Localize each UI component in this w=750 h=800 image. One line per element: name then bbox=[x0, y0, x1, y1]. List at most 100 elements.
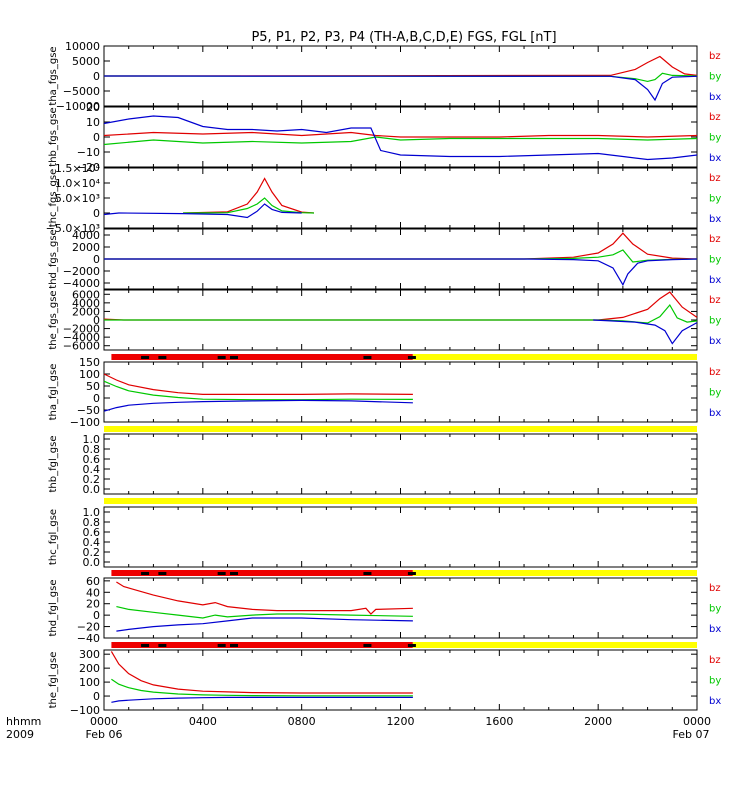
series-bz bbox=[116, 581, 413, 615]
y-tick-label: 0 bbox=[93, 609, 100, 622]
legend-bx: bx bbox=[709, 214, 721, 225]
y-tick-label: −10000 bbox=[56, 100, 100, 113]
status-bar-gap bbox=[407, 356, 416, 359]
y-axis-label: thd_fgl_gse bbox=[48, 580, 59, 637]
series-by bbox=[183, 197, 315, 214]
y-axis-label: tha_fgs_gse bbox=[48, 46, 59, 105]
x-tick-label: 0000 bbox=[90, 715, 118, 728]
panel-thc_fgl_gse: 1.00.80.60.40.20.0 thc_fgl_gse bbox=[48, 498, 698, 569]
date-label-start: Feb 06 bbox=[86, 728, 123, 741]
date-label-end: Feb 07 bbox=[673, 728, 710, 741]
legend-by: by bbox=[709, 388, 721, 399]
series-bx bbox=[103, 115, 698, 161]
legend-bx: bx bbox=[709, 92, 721, 103]
legend-bz: bz bbox=[709, 234, 721, 245]
y-tick-label: 0.0 bbox=[83, 556, 101, 569]
legend-bz: bz bbox=[709, 655, 721, 666]
legend-bx: bx bbox=[709, 275, 721, 286]
series-bz bbox=[183, 177, 315, 214]
y-tick-label: 100 bbox=[79, 676, 100, 689]
y-tick-label: 4000 bbox=[72, 229, 100, 242]
y-tick-label: 0 bbox=[93, 207, 100, 220]
status-bar-gap bbox=[363, 572, 372, 575]
legend-bx: bx bbox=[709, 696, 721, 707]
series-bz bbox=[103, 55, 698, 77]
x-tick-label: 0800 bbox=[288, 715, 316, 728]
status-bar-nodata bbox=[104, 498, 697, 504]
series-by bbox=[111, 678, 413, 697]
y-tick-label: 4000 bbox=[72, 297, 100, 310]
series-bx bbox=[593, 319, 698, 345]
status-bar-gap bbox=[217, 356, 226, 359]
status-bar-gap bbox=[141, 572, 150, 575]
series-bx bbox=[116, 617, 413, 632]
legend-bz: bz bbox=[709, 51, 721, 62]
y-tick-label: 0.8 bbox=[83, 443, 101, 456]
status-bar-gap bbox=[407, 572, 416, 575]
y-tick-label: 0.4 bbox=[83, 536, 101, 549]
legend-by: by bbox=[709, 604, 721, 615]
x-tick-label: 2000 bbox=[584, 715, 612, 728]
y-tick-label: −20 bbox=[77, 621, 100, 634]
y-tick-label: −100 bbox=[70, 416, 100, 429]
series-bz bbox=[103, 131, 698, 138]
y-tick-label: 0 bbox=[93, 131, 100, 144]
time-axis-caption: hhmm bbox=[6, 715, 41, 728]
y-tick-label: 50 bbox=[86, 380, 100, 393]
y-tick-label: −5.0×10³ bbox=[46, 222, 100, 235]
y-tick-label: −100 bbox=[70, 704, 100, 717]
series-bx bbox=[103, 203, 302, 219]
y-tick-label: 20 bbox=[86, 101, 100, 114]
y-tick-label: 10000 bbox=[65, 40, 100, 53]
y-tick-label: 0.0 bbox=[83, 483, 101, 496]
y-axis-label: thb_fgl_gse bbox=[48, 436, 59, 493]
series-bx bbox=[103, 399, 413, 412]
status-bar-gap bbox=[230, 644, 239, 647]
y-tick-label: −20 bbox=[77, 161, 100, 174]
series-by bbox=[103, 380, 413, 401]
series-bx bbox=[111, 696, 413, 703]
y-tick-label: −4000 bbox=[63, 331, 100, 344]
y-tick-label: 2000 bbox=[72, 305, 100, 318]
status-bar-nodata bbox=[104, 426, 697, 432]
y-tick-label: 1.5×10⁴ bbox=[55, 162, 101, 175]
status-bar-gap bbox=[217, 644, 226, 647]
y-tick-label: −2000 bbox=[63, 265, 100, 278]
legend-bz: bz bbox=[709, 173, 721, 184]
legend-bz: bz bbox=[709, 112, 721, 123]
status-bar-gap bbox=[230, 356, 239, 359]
series-by bbox=[104, 249, 698, 263]
panel-frame bbox=[103, 167, 698, 229]
series-by bbox=[104, 303, 698, 324]
y-tick-label: 0 bbox=[93, 70, 100, 83]
status-bar-gap bbox=[158, 644, 167, 647]
series-bz bbox=[103, 373, 413, 395]
y-axis-label: tha_fgl_gse bbox=[48, 364, 59, 421]
status-bar-gap bbox=[230, 572, 239, 575]
y-tick-label: 150 bbox=[79, 356, 100, 369]
chart-title: P5, P1, P2, P3, P4 (TH-A,B,C,D,E) FGS, F… bbox=[251, 30, 556, 45]
legend-bz: bz bbox=[709, 295, 721, 306]
status-bar-science bbox=[111, 354, 413, 360]
series-bx bbox=[103, 75, 698, 102]
y-tick-label: −2000 bbox=[63, 323, 100, 336]
y-tick-label: 0.2 bbox=[83, 473, 101, 486]
y-tick-label: 2000 bbox=[72, 241, 100, 254]
y-axis-label: the_fgl_gse bbox=[48, 652, 59, 709]
legend-by: by bbox=[709, 316, 721, 327]
status-bar-gap bbox=[158, 356, 167, 359]
panel-thb_fgs_gse: 20 10 0 −10 −20 thb_fgs_gse bz by bx bbox=[48, 101, 721, 174]
y-tick-label: 60 bbox=[86, 575, 100, 588]
status-bar-gap bbox=[141, 356, 150, 359]
status-bar-gap bbox=[363, 356, 372, 359]
y-tick-label: 0 bbox=[93, 314, 100, 327]
y-tick-label: 0.6 bbox=[83, 526, 101, 539]
panel-thc_fgs_gse: 1.5×10⁴ 1.0×10⁴ 5.0×10³ 0 −5.0×10³thc_fgs_gs… bbox=[46, 162, 722, 235]
